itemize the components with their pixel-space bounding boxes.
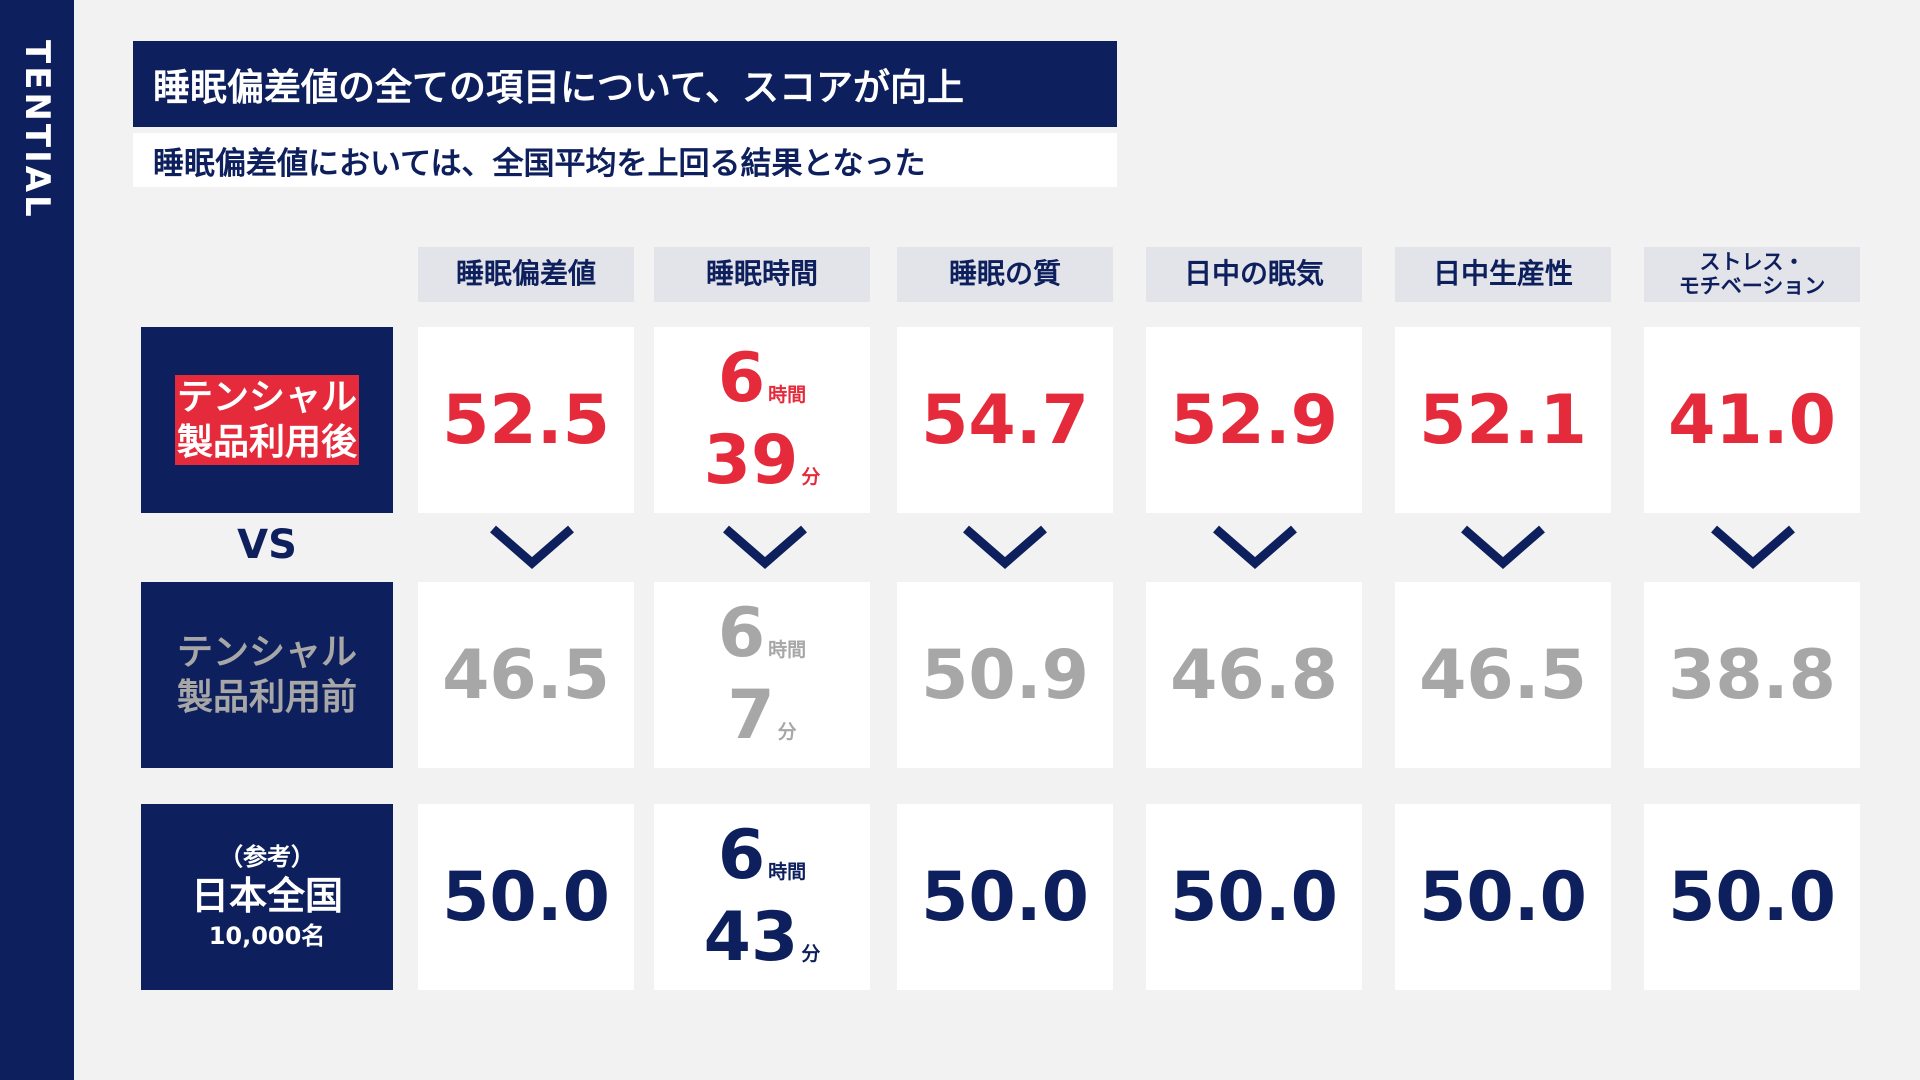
page-subtitle: 睡眠偏差値においては、全国平均を上回る結果となった [133,133,1117,187]
cell-national-sleep-time: 6 時間 43 分 [654,804,870,990]
cell-after-sleep-score: 52.5 [418,327,634,513]
col-header-daytime-productivity: 日中生産性 [1395,247,1611,302]
cell-before-stress-motivation: 38.8 [1644,582,1860,768]
vs-label: VS [237,522,297,568]
hours-unit: 時間 [768,639,807,661]
cell-national-sleep-score: 50.0 [418,804,634,990]
chevron-down-icon [723,525,807,569]
row-label-national-count: 10,000名 [208,921,326,950]
row-label-national-note: （参考） [219,843,315,872]
row-label-after-line1: テンシャル [174,375,359,420]
national-sleep-minutes: 43 [703,898,799,977]
cell-national-daytime-productivity: 50.0 [1395,804,1611,990]
minutes-unit: 分 [801,466,821,488]
row-label-before-line2: 製品利用前 [176,677,357,718]
row-label-after: テンシャル 製品利用後 [141,327,393,513]
page-title: 睡眠偏差値の全ての項目について、スコアが向上 [133,41,1117,127]
brand-logo: TENTIAL [17,40,57,220]
after-sleep-minutes: 39 [703,421,799,500]
row-label-national: （参考） 日本全国 10,000名 [141,804,393,990]
cell-after-daytime-sleepiness: 52.9 [1146,327,1362,513]
chevron-down-icon [1711,525,1795,569]
row-label-national-main: 日本全国 [190,874,343,919]
cell-after-daytime-productivity: 52.1 [1395,327,1611,513]
minutes-unit: 分 [801,943,821,965]
cell-before-sleep-score: 46.5 [418,582,634,768]
cell-national-stress-motivation: 50.0 [1644,804,1860,990]
cell-national-sleep-quality: 50.0 [897,804,1113,990]
before-sleep-hours: 6 [717,594,766,673]
after-sleep-hours: 6 [717,339,766,418]
row-label-before: テンシャル 製品利用前 [141,582,393,768]
chevron-down-icon [1213,525,1297,569]
cell-before-daytime-productivity: 46.5 [1395,582,1611,768]
col-header-sleep-score: 睡眠偏差値 [418,247,634,302]
national-sleep-hours: 6 [717,816,766,895]
cell-before-sleep-time: 6 時間 7 分 [654,582,870,768]
chevron-down-icon [490,525,574,569]
cell-after-sleep-quality: 54.7 [897,327,1113,513]
cell-after-stress-motivation: 41.0 [1644,327,1860,513]
chevron-down-icon [963,525,1047,569]
row-label-after-line2: 製品利用後 [174,420,359,465]
chevron-down-icon [1461,525,1545,569]
col-header-daytime-sleepiness: 日中の眠気 [1146,247,1362,302]
col-header-sleep-quality: 睡眠の質 [897,247,1113,302]
hours-unit: 時間 [768,861,807,883]
cell-before-sleep-quality: 50.9 [897,582,1113,768]
cell-after-sleep-time: 6 時間 39 分 [654,327,870,513]
row-label-before-line1: テンシャル [176,632,357,673]
minutes-unit: 分 [777,721,797,743]
cell-before-daytime-sleepiness: 46.8 [1146,582,1362,768]
before-sleep-minutes: 7 [727,676,775,755]
col-header-stress-motivation: ストレス・ モチベーション [1644,247,1860,302]
brand-sidebar: TENTIAL [0,0,74,1080]
cell-national-daytime-sleepiness: 50.0 [1146,804,1362,990]
col-header-sleep-time: 睡眠時間 [654,247,870,302]
hours-unit: 時間 [768,384,807,406]
